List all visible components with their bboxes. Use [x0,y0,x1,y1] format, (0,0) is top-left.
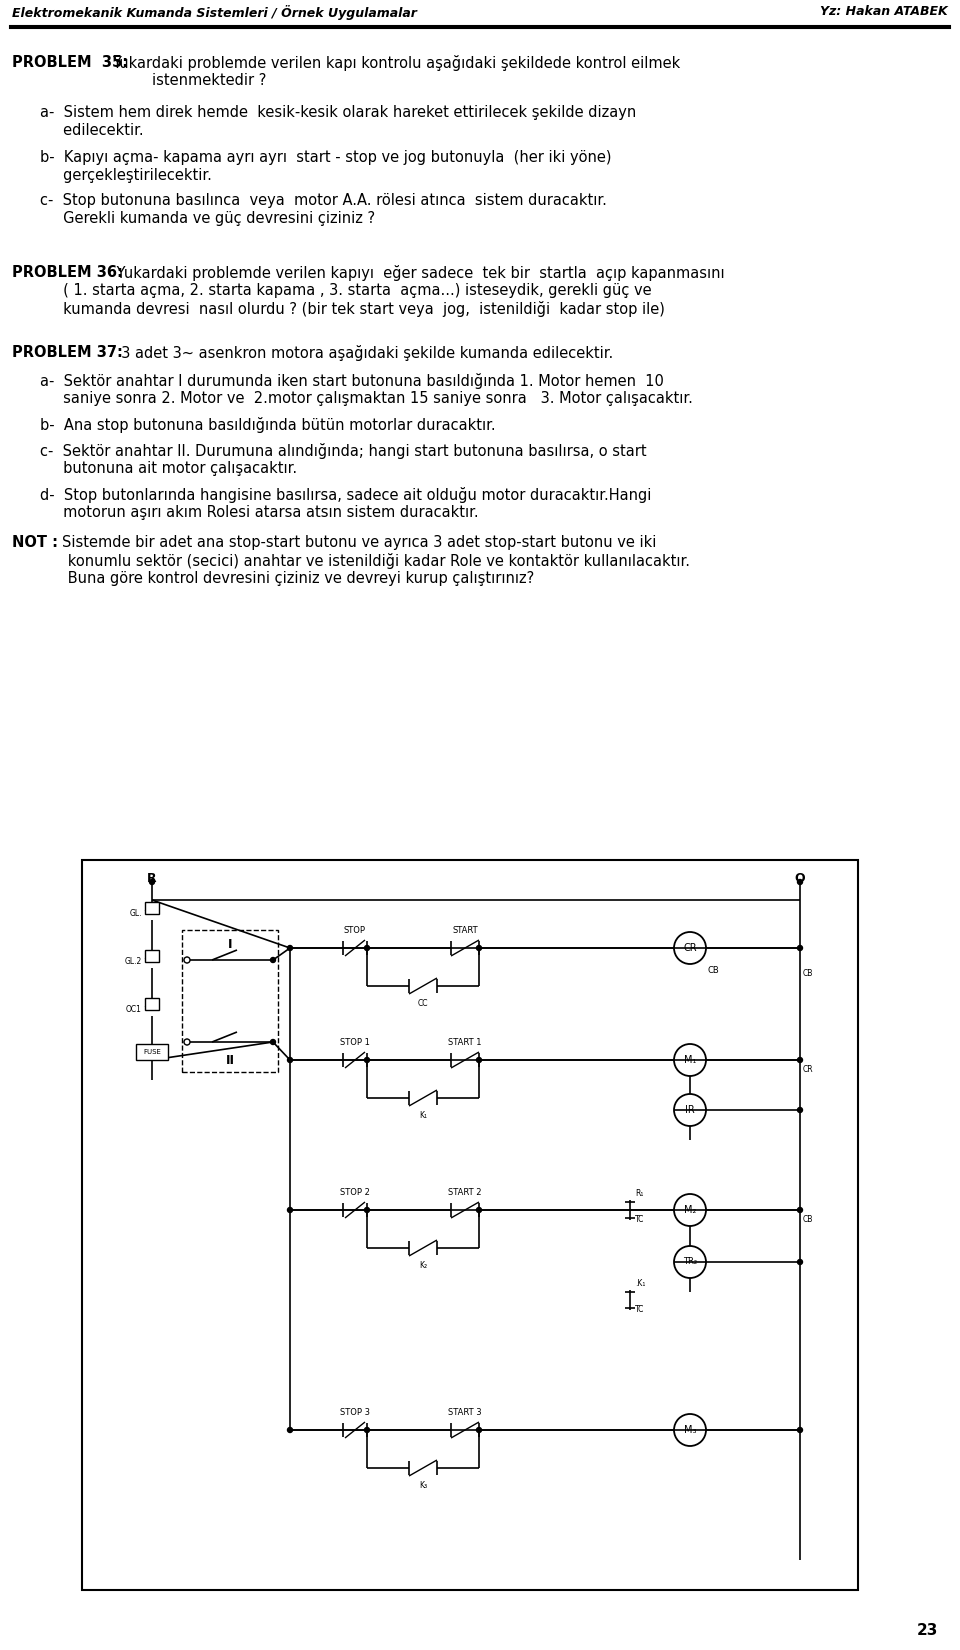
Bar [182,931,278,1072]
Text: a-  Sistem hem direk hemde  kesik-kesik olarak hareket ettirilecek şekilde dizay: a- Sistem hem direk hemde kesik-kesik ol… [40,106,636,120]
Text: CC: CC [418,998,428,1008]
Text: OC1: OC1 [126,1005,142,1015]
Text: TC: TC [635,1214,644,1224]
Circle shape [287,1058,293,1063]
Text: STOP 1: STOP 1 [340,1038,370,1048]
Text: Sistemde bir adet ana stop-start butonu ve ayrıca 3 adet stop-start butonu ve ik: Sistemde bir adet ana stop-start butonu … [62,535,657,549]
Text: NOT :: NOT : [12,535,58,549]
Circle shape [365,1058,370,1063]
Text: b-  Kapıyı açma- kapama ayrı ayrı  start - stop ve jog butonuyla  (her iki yöne): b- Kapıyı açma- kapama ayrı ayrı start -… [40,150,612,165]
Text: TR₂: TR₂ [683,1257,697,1267]
Text: K₁: K₁ [419,1110,427,1120]
Text: II: II [226,1054,234,1068]
Bar [145,903,159,914]
Bar [145,998,159,1010]
Text: gerçekleştirilecektir.: gerçekleştirilecektir. [40,168,212,183]
Text: IR: IR [685,1106,695,1115]
Text: I: I [228,937,232,950]
Circle shape [798,1107,803,1112]
Circle shape [476,1208,482,1213]
Text: PROBLEM 36:: PROBLEM 36: [12,266,123,281]
Circle shape [365,945,370,950]
Text: ( 1. starta açma, 2. starta kapama , 3. starta  açma...) isteseydik, gerekli güç: ( 1. starta açma, 2. starta kapama , 3. … [40,284,652,299]
Text: c-  Stop butonuna basılınca  veya  motor A.A. rölesi atınca  sistem duracaktır.: c- Stop butonuna basılınca veya motor A.… [40,193,607,208]
Text: CR: CR [803,1066,814,1074]
Text: K₃: K₃ [419,1482,427,1490]
Text: STOP: STOP [344,926,366,936]
Text: CB: CB [708,965,720,975]
Text: START 3: START 3 [448,1407,482,1417]
Text: R₁: R₁ [635,1190,643,1198]
Text: M₃: M₃ [684,1426,696,1436]
Circle shape [476,1058,482,1063]
Text: PROBLEM 37:: PROBLEM 37: [12,345,123,360]
Text: motorun aşırı akım Rolesi atarsa atsın sistem duracaktır.: motorun aşırı akım Rolesi atarsa atsın s… [40,505,479,520]
Circle shape [287,1208,293,1213]
Text: Yukardaki problemde verilen kapı kontrolu aşağıdaki şekildede kontrol eilmek: Yukardaki problemde verilen kapı kontrol… [112,54,681,71]
Circle shape [798,1058,803,1063]
Text: CB: CB [803,1216,813,1224]
Text: GL.: GL. [130,909,142,919]
Circle shape [271,957,276,962]
Text: START 2: START 2 [448,1188,482,1196]
Text: Buna göre kontrol devresini çiziniz ve devreyi kurup çalıştırınız?: Buna göre kontrol devresini çiziniz ve d… [40,571,535,586]
Bar [82,860,858,1591]
Text: CR: CR [684,944,697,954]
Text: START: START [452,926,478,936]
Text: GL.2: GL.2 [125,957,142,967]
Text: M₂: M₂ [684,1204,696,1214]
Text: 3 adet 3~ asenkron motora aşağıdaki şekilde kumanda edilecektir.: 3 adet 3~ asenkron motora aşağıdaki şeki… [112,345,613,361]
Text: kumanda devresi  nasıl olurdu ? (bir tek start veya  jog,  istenildiği  kadar st: kumanda devresi nasıl olurdu ? (bir tek … [40,300,665,317]
Circle shape [365,1208,370,1213]
Circle shape [287,945,293,950]
Text: a-  Sektör anahtar I durumunda iken start butonuna basıldığında 1. Motor hemen  : a- Sektör anahtar I durumunda iken start… [40,373,664,389]
Text: edilecektir.: edilecektir. [40,124,144,139]
Text: istenmektedir ?: istenmektedir ? [152,73,266,87]
Circle shape [287,1427,293,1432]
Text: Yz: Hakan ATABEK: Yz: Hakan ATABEK [821,5,948,18]
Circle shape [184,957,190,964]
Text: konumlu sektör (secici) anahtar ve istenildiği kadar Role ve kontaktör kullanıla: konumlu sektör (secici) anahtar ve isten… [40,553,690,569]
Circle shape [798,945,803,950]
Bar [136,1044,168,1059]
Circle shape [184,1040,189,1044]
Text: START 1: START 1 [448,1038,482,1048]
Text: R: R [147,871,156,884]
Circle shape [798,1259,803,1264]
Circle shape [798,1208,803,1213]
Text: 23: 23 [917,1624,938,1638]
Text: .K₁: .K₁ [635,1279,645,1289]
Circle shape [798,1427,803,1432]
Text: saniye sonra 2. Motor ve  2.motor çalışmaktan 15 saniye sonra   3. Motor çalışac: saniye sonra 2. Motor ve 2.motor çalışma… [40,391,693,406]
Text: d-  Stop butonlarında hangisine basılırsa, sadece ait olduğu motor duracaktır.Ha: d- Stop butonlarında hangisine basılırsa… [40,487,652,503]
Circle shape [150,879,155,884]
Text: Gerekli kumanda ve güç devresini çiziniz ?: Gerekli kumanda ve güç devresini çiziniz… [40,211,375,226]
Circle shape [476,1427,482,1432]
Text: STOP 2: STOP 2 [340,1188,370,1196]
Text: M₁: M₁ [684,1054,696,1064]
Text: butonuna ait motor çalışacaktır.: butonuna ait motor çalışacaktır. [40,460,298,475]
Text: CB: CB [803,969,813,977]
Text: PROBLEM  35:: PROBLEM 35: [12,54,128,69]
Circle shape [365,1427,370,1432]
Text: O: O [795,871,805,884]
Bar [145,950,159,962]
Text: c-  Sektör anahtar II. Durumuna alındığında; hangi start butonuna basılırsa, o s: c- Sektör anahtar II. Durumuna alındığın… [40,442,647,459]
Circle shape [184,957,189,962]
Text: STOP 3: STOP 3 [340,1407,370,1417]
Text: TC: TC [635,1305,644,1313]
Text: Elektromekanik Kumanda Sistemleri / Örnek Uygulamalar: Elektromekanik Kumanda Sistemleri / Örne… [12,5,417,20]
Text: FUSE: FUSE [143,1049,161,1054]
Text: K₂: K₂ [419,1261,427,1270]
Circle shape [184,1040,190,1044]
Circle shape [476,945,482,950]
Text: Yukardaki problemde verilen kapıyı  eğer sadece  tek bir  startla  açıp kapanmas: Yukardaki problemde verilen kapıyı eğer … [112,266,725,281]
Circle shape [271,1040,276,1044]
Circle shape [798,879,803,884]
Text: b-  Ana stop butonuna basıldığında bütün motorlar duracaktır.: b- Ana stop butonuna basıldığında bütün … [40,417,495,432]
